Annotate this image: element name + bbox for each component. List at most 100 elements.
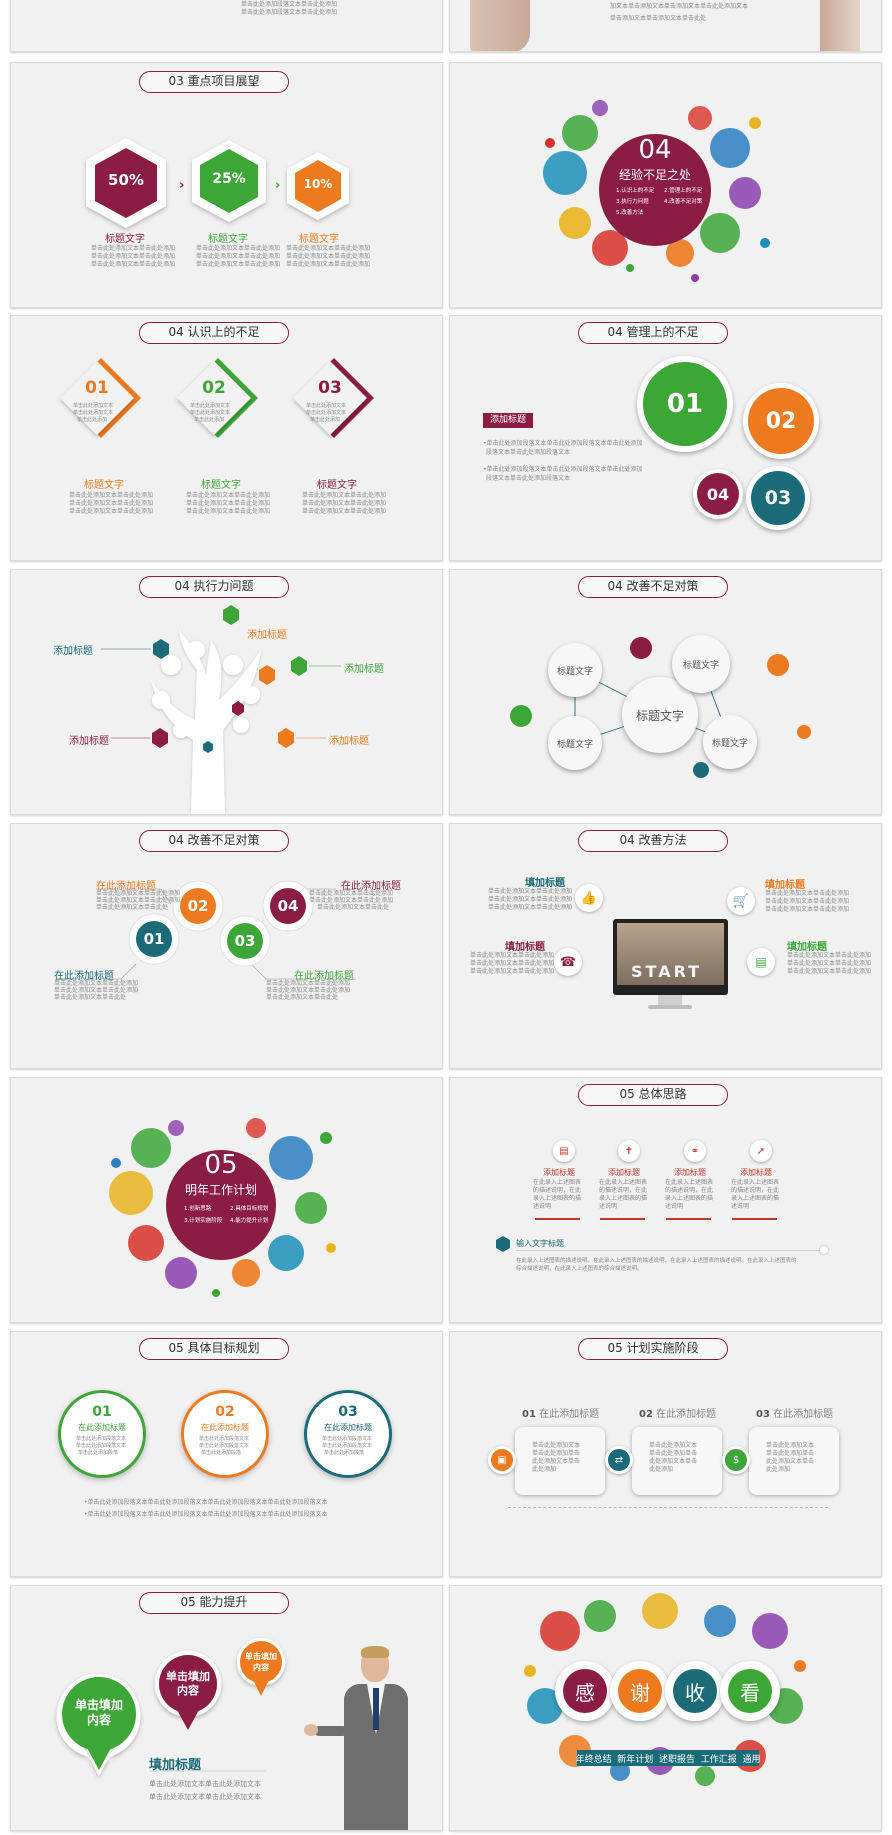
overall-desc-2c: 录入上述图表的描 [599, 1195, 648, 1202]
phone-icon[interactable]: ☎ [554, 948, 582, 976]
bullet-1b: 段落文本单击此处添加段落文本 [486, 449, 571, 456]
step-desc-1c: 此处添加文本单击 [532, 1458, 581, 1465]
diamond-inner-3b: 单击此处添加文本 [306, 410, 347, 416]
slide-title: 04 管理上的不足 [578, 322, 728, 344]
slide-04-management[interactable]: 04 管理上的不足 添加标题 •单击此处添加段落文本单击此处添加段落文本单击此处… [449, 315, 882, 561]
bubble-tail-2 [177, 1710, 199, 1730]
ability-desc-2: 单击此处添加文本单击此处添加文本 [149, 1793, 261, 1801]
overall-desc-3a: 在此录入上述图表 [665, 1179, 714, 1186]
slide-05-section[interactable]: 05 明年工作计划 1.创新思路 2.具体目标规划 3.计划实施阶段 4.能力提升计… [10, 1077, 443, 1323]
dot-orange-small [797, 725, 811, 739]
slide-04-improve-network[interactable]: 04 改善不足对策 标题文字 标题文字 标题文字 标题文字 标题文字 [449, 569, 882, 815]
step-desc-3d: 此处添加 [766, 1466, 791, 1473]
slide-05-overall[interactable]: 05 总体思路 ▤ ✝ ⚭ ➚ 添加标题 添加标题 添加标题 添加标题 在此录入… [449, 1077, 882, 1323]
dot-orange [767, 654, 789, 676]
step-desc-1b: 单击此处添加单击 [532, 1450, 581, 1457]
paint-splash-image [543, 100, 770, 282]
slide-title: 04 改善不足对策 [139, 830, 289, 852]
gear-desc-tl-3: 单击此处添加文本单击此处 [96, 904, 169, 911]
divider-bar [666, 1218, 711, 1220]
exchange-icon: ⇄ [605, 1446, 633, 1474]
item-desc-2b: 单击此处添加文本单击此处添加 [196, 253, 281, 260]
gear-desc-br-3: 单击此处添加文本单击此处 [266, 994, 339, 1001]
tree-label-left-top: 添加标题 [53, 646, 93, 657]
slide-04-improve-gears[interactable]: 04 改善不足对策 01 02 03 04 在此添加标题 单击此处添加文本单击此… [10, 823, 443, 1069]
overall-desc-1d: 述说明 [533, 1203, 552, 1210]
cart-icon[interactable]: 🛒 [727, 887, 755, 915]
step-card-1[interactable] [515, 1427, 605, 1495]
goal-label-3: 在此添加标题 [324, 1423, 372, 1432]
timeline-end-dot [820, 1246, 828, 1254]
slide-05-ability[interactable]: 05 能力提升 单击填加内容 单击填加内容 单击填加内容 填加标题 单击此处添加… [10, 1585, 443, 1831]
goal-desc-1a: 单击此处添加段落文本 [76, 1436, 127, 1442]
network-node-1[interactable]: 标题文字 [548, 643, 602, 697]
tree-label-top: 添加标题 [247, 630, 287, 641]
network-node-4[interactable]: 标题文字 [703, 715, 757, 769]
slide-04-method[interactable]: 04 改善方法 START 👍 🛒 ☎ ▤ 填加标题 单击此处添加文本单击此处添… [449, 823, 882, 1069]
diamond-inner-1b: 单击此处添加文本 [73, 410, 114, 416]
section-item-2: 2.具体目标规划 [230, 1206, 269, 1212]
overall-label-2: 添加标题 [608, 1168, 640, 1177]
diamond-desc-2a: 单击此处添加文本单击此处添加 [186, 492, 271, 499]
gear-desc-br-1: 单击此处添加文本单击此处添加 [266, 980, 351, 987]
network-node-2[interactable]: 标题文字 [672, 635, 730, 693]
section-item-1: 1.认识上的不足 [616, 188, 655, 194]
diamond-desc-1b: 单击此处添加文本单击此处添加 [69, 500, 154, 507]
circle-04: 04 [697, 473, 739, 515]
step-card-2[interactable] [632, 1427, 722, 1495]
slide-top-left[interactable]: 单击此处添加段落文本单击此处添加 单击此处添加段落文本单击此处添加 [10, 0, 443, 52]
item-label-3: 标题文字 [299, 234, 339, 245]
step-desc-3c: 此处添加文本单击 [766, 1458, 815, 1465]
slide-05-phases[interactable]: 05 计划实施阶段 01 在此添加标题 02 在此添加标题 03 在此添加标题 … [449, 1331, 882, 1577]
method-desc-4a: 单击此处添加文本单击此处添加 [787, 952, 872, 959]
item-desc-2a: 单击此处添加文本单击此处添加 [196, 245, 281, 252]
timeline-line [516, 1250, 821, 1251]
slide-04-recognition[interactable]: 04 认识上的不足 01 02 03 单击此处添加文本 单击此处添加文本 单击此… [10, 315, 443, 561]
method-desc-4c: 单击此处添加文本单击此处添加 [787, 968, 872, 975]
network-center[interactable]: 标题文字 [622, 677, 698, 753]
businessman-arm [314, 1726, 348, 1736]
slide-04-execution[interactable]: 04 执行力问题 添加标题 添加标题 添加标题 添加标题 [10, 569, 443, 815]
step-card-3[interactable] [749, 1427, 839, 1495]
method-desc-1c: 单击此处添加文本单击此处添加 [488, 904, 573, 911]
step-num-3: 03 [756, 1409, 770, 1420]
goal-desc-3a: 单击此处添加段落文本 [322, 1436, 373, 1442]
section-number: 04 [638, 135, 672, 165]
slide-03-outlook[interactable]: 03 重点项目展望 › › 50% 25% 10% 标题文字 标题文字 标题文字… [10, 62, 443, 308]
goal-bullet-2: •单击此处添加段落文本单击此处添加段落文本单击此处添加段落文本单击此处添加段落文… [84, 1511, 328, 1518]
overall-desc-1a: 在此录入上述图表 [533, 1179, 582, 1186]
divider-bar [535, 1218, 580, 1220]
section-item-5: 5.改善方法 [616, 210, 644, 216]
diamond-label-2: 标题文字 [201, 480, 241, 491]
goal-bullet-1: •单击此处添加段落文本单击此处添加段落文本单击此处添加段落文本单击此处添加段落文… [84, 1499, 328, 1506]
slide-top-right[interactable]: 加文本单击添加文本单击添加文本单击此处添加文本 单击添加文本单击添加文本单击此处 [449, 0, 882, 52]
item-label-2: 标题文字 [208, 234, 248, 245]
network-node-3[interactable]: 标题文字 [548, 716, 602, 770]
slide-04-section[interactable]: 04 经验不足之处 1.认识上的不足 2.管理上的不足 3.执行力问题 4.改善不足… [449, 62, 882, 308]
gear-desc-bl-1: 单击此处添加文本单击此处添加 [54, 980, 139, 987]
overall-desc-1b: 的描述说明，在此 [533, 1187, 582, 1194]
hex-3 [295, 160, 341, 212]
slide-thanks[interactable]: 感 谢 收 看 年终总结 新年计划 述职报告 工作汇报 通用 [449, 1585, 882, 1831]
overall-desc-3d: 述说明 [665, 1203, 684, 1210]
slide-title: 05 计划实施阶段 [578, 1338, 728, 1360]
id-card-icon[interactable]: ▤ [747, 948, 775, 976]
thanks-char-2: 谢 [618, 1669, 662, 1713]
bullet-2a: •单击此处添加段落文本单击此处添加段落文本单击此处添加 [483, 466, 643, 473]
goal-desc-2c: 单击此处添加段落 [201, 1450, 242, 1456]
briefcase-icon: ▣ [488, 1446, 516, 1474]
hex-node [232, 701, 244, 716]
slide-05-goals[interactable]: 05 具体目标规划 01 02 03 在此添加标题 在此添加标题 在此添加标题 … [10, 1331, 443, 1577]
bubble-tail-3 [253, 1680, 269, 1696]
diamond-1 [60, 361, 134, 435]
item-desc-3c: 单击此处添加文本单击此处添加 [286, 261, 371, 268]
goal-desc-2a: 单击此处添加段落文本 [199, 1436, 250, 1442]
link-icon: ⚭ [684, 1140, 706, 1162]
diamond-desc-1a: 单击此处添加文本单击此处添加 [69, 492, 154, 499]
thumbs-up-icon[interactable]: 👍 [575, 884, 603, 912]
diamond-desc-3c: 单击此处添加文本单击此处添加 [302, 508, 387, 515]
section-title: 明年工作计划 [184, 1183, 257, 1197]
chevron-right-icon: › [275, 178, 280, 193]
step-header-1: 01 在此添加标题 [522, 1405, 599, 1420]
method-desc-2a: 单击此处添加文本单击此处添加 [765, 890, 850, 897]
